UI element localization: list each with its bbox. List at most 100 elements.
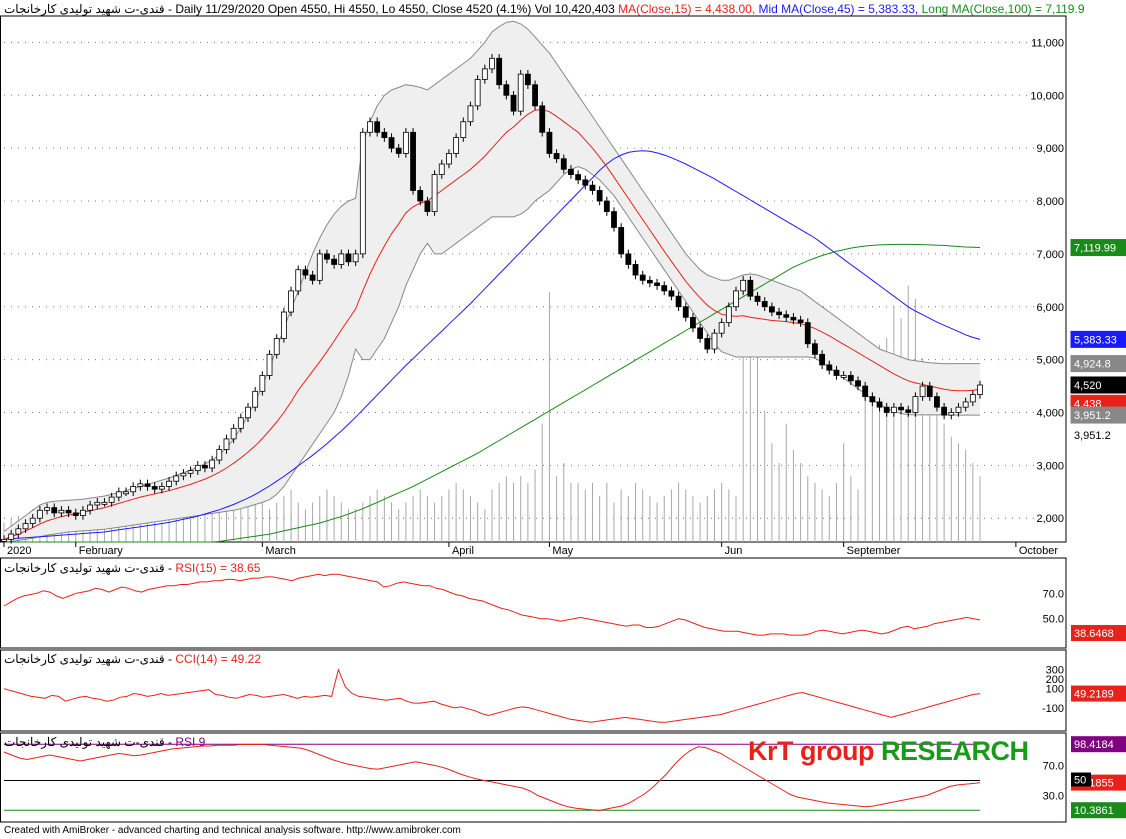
candle-body	[36, 509, 43, 519]
candle-body	[173, 475, 180, 482]
candle-body	[733, 290, 739, 308]
rsi9-50-badge	[1071, 772, 1091, 787]
candle-body	[876, 401, 883, 408]
candle-body	[345, 253, 352, 263]
osc-tick-label: 50.0	[1043, 614, 1064, 626]
osc-badge	[1071, 736, 1126, 753]
candle-body	[855, 380, 861, 387]
candle-body	[697, 327, 704, 339]
panel-frame-3	[0, 732, 1067, 823]
candle-body	[359, 131, 366, 255]
candle-body	[783, 314, 790, 318]
candle-body	[202, 464, 208, 469]
panel-frame-0	[0, 15, 1067, 543]
candle-body	[711, 332, 718, 350]
y-tick-label: 10,000	[1030, 90, 1064, 102]
candle-body	[869, 396, 876, 403]
candle-body	[962, 401, 969, 408]
candle-body	[316, 253, 323, 281]
candle-body	[740, 279, 747, 292]
candle-body	[410, 131, 416, 191]
candle-body	[374, 121, 381, 133]
candle-body	[725, 306, 732, 324]
osc-badge	[1071, 802, 1126, 819]
candle-body	[1, 538, 7, 542]
candle-body	[137, 483, 144, 487]
candle-body	[977, 384, 983, 395]
candle-body	[812, 343, 818, 355]
candle-body	[273, 338, 280, 355]
cci-header: قندی-ت شهید تولیدی کارخانجات - CCI(14) =…	[4, 652, 262, 666]
value-badge-text: 7,119.99	[1074, 243, 1116, 255]
candle-body	[862, 385, 869, 398]
panel-frame-2	[0, 649, 1067, 732]
candle-body	[632, 264, 639, 276]
candle-body	[625, 253, 632, 265]
symbol-name: قندی-ت شهید تولیدی کارخانجات	[4, 2, 165, 16]
price-summary: - Daily 11/29/2020 Open 4550, Hi 4550, L…	[167, 2, 615, 16]
candle-body	[768, 306, 775, 313]
osc-tick-label: 30.0	[1043, 791, 1064, 803]
candle-body	[919, 385, 926, 398]
x-tick-label: March	[265, 545, 296, 557]
candle-body	[926, 385, 933, 398]
candle-body	[776, 311, 782, 316]
candle-body	[883, 406, 890, 413]
candle-body	[123, 491, 129, 495]
brand-part2: RESEARCH	[881, 736, 1029, 766]
candle-body	[761, 301, 768, 308]
candle-body	[654, 282, 660, 287]
oscillator-line	[3, 667, 981, 723]
candle-body	[510, 94, 517, 112]
x-tick-label: October	[1019, 545, 1058, 557]
candle-body	[417, 190, 424, 202]
candle-body	[58, 509, 65, 514]
osc-tick-label: 200	[1046, 674, 1064, 686]
value-badge-text: 4,924.8	[1074, 359, 1111, 371]
y-tick-label: 11,000	[1031, 37, 1064, 49]
rsi15-symbol: قندی-ت شهید تولیدی کارخانجات	[4, 561, 165, 575]
candle-body	[230, 427, 237, 440]
osc-tick-label: 70.0	[1043, 588, 1064, 600]
osc-badge-text: 98.4184	[1074, 739, 1114, 751]
candle-body	[115, 491, 122, 498]
candle-body	[223, 438, 230, 450]
candle-body	[295, 269, 302, 292]
candle-body	[553, 153, 560, 160]
value-badge	[1071, 427, 1126, 444]
candle-body	[582, 179, 589, 186]
y-tick-label: 2,000	[1036, 513, 1064, 525]
candle-body	[489, 57, 495, 70]
osc-badge	[1071, 685, 1126, 702]
candle-body	[209, 459, 216, 469]
candle-body	[675, 295, 682, 308]
candle-body	[690, 316, 696, 329]
candle-body	[180, 472, 187, 477]
ma45-label: Mid MA(Close,45) = 5,383.33,	[758, 2, 919, 16]
candle-body	[453, 137, 460, 154]
candle-body	[905, 409, 912, 413]
candle-body	[539, 105, 546, 133]
candle-body	[560, 158, 567, 170]
rsi9-header: قندی-ت شهید تولیدی کارخانجات - RSI 9	[4, 735, 206, 749]
y-tick-label: 6,000	[1036, 302, 1064, 314]
rsi15-label: RSI(15) = 38.65	[175, 561, 261, 575]
osc-tick-label: 100	[1046, 684, 1064, 696]
x-tick-label: 2020	[7, 545, 31, 557]
candle-body	[446, 153, 452, 165]
candle-body	[668, 290, 675, 297]
y-tick-label: 3,000	[1036, 460, 1064, 472]
candle-body	[29, 517, 36, 524]
candle-body	[187, 470, 194, 474]
candle-body	[51, 507, 58, 514]
candle-body	[302, 269, 309, 276]
candle-body	[496, 57, 503, 86]
value-badge-text: 4,520	[1074, 380, 1102, 392]
y-tick-label: 9,000	[1036, 143, 1064, 155]
candle-body	[395, 147, 402, 154]
ma15-line	[3, 109, 981, 540]
cci-label: CCI(14) = 49.22	[175, 652, 262, 666]
candle-body	[704, 338, 711, 350]
candle-body	[252, 390, 259, 408]
candle-body	[194, 464, 201, 472]
